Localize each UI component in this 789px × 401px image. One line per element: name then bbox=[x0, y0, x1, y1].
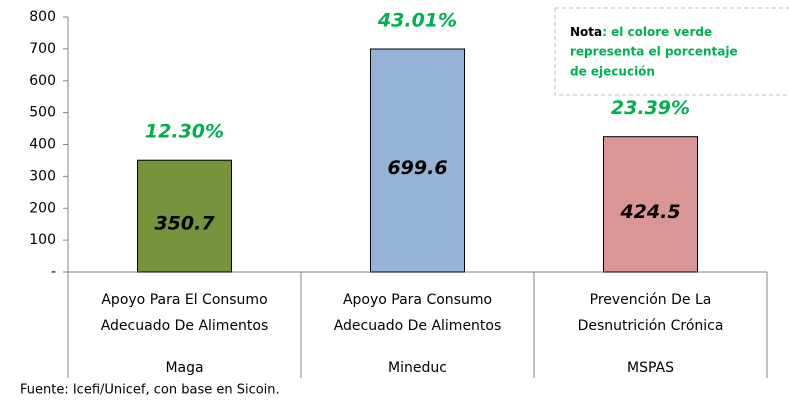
annotation: 23.39% bbox=[611, 97, 690, 119]
bar bbox=[603, 136, 698, 273]
y-tick-label: 100 bbox=[29, 232, 56, 248]
value-label: 424.5 bbox=[619, 201, 680, 223]
y-tick-label: 300 bbox=[29, 168, 56, 184]
y-tick-label: 400 bbox=[29, 137, 56, 153]
value-label: 350.7 bbox=[154, 213, 215, 235]
x-tick-label: Apoyo Para El Consumo bbox=[101, 292, 267, 308]
note-line: : el colore verde bbox=[602, 25, 712, 39]
y-tick-label: - bbox=[51, 264, 56, 280]
group-label: Maga bbox=[165, 360, 203, 376]
note-label: Nota bbox=[570, 25, 602, 39]
value-label: 699.6 bbox=[387, 157, 447, 179]
annotation: 12.30% bbox=[145, 121, 224, 143]
x-tick-label: Desnutrición Crónica bbox=[578, 318, 724, 334]
y-tick-label: 500 bbox=[29, 105, 56, 121]
bar bbox=[370, 48, 465, 273]
note-box bbox=[554, 7, 789, 96]
group-label: MSPAS bbox=[627, 360, 674, 376]
note-text: representa el porcentaje bbox=[570, 45, 738, 59]
x-tick-label: Adecuado De Alimentos bbox=[101, 318, 269, 334]
annotation: 43.01% bbox=[377, 10, 457, 32]
x-tick-label: Apoyo Para Consumo bbox=[343, 292, 492, 308]
y-tick-label: 700 bbox=[29, 41, 56, 57]
note-text: de ejecución bbox=[570, 65, 655, 79]
bar bbox=[137, 159, 232, 273]
y-tick-label: 600 bbox=[29, 73, 56, 89]
x-tick-label: Adecuado De Alimentos bbox=[334, 318, 502, 334]
y-tick-label: 200 bbox=[29, 200, 56, 216]
y-tick-label: 800 bbox=[29, 9, 56, 25]
group-label: Mineduc bbox=[388, 360, 447, 376]
source: Fuente: Icefi/Unicef, con base en Sicoin… bbox=[20, 383, 280, 398]
note-text: Nota: el colore verde bbox=[570, 25, 712, 39]
x-tick-label: Prevención De La bbox=[590, 292, 712, 308]
